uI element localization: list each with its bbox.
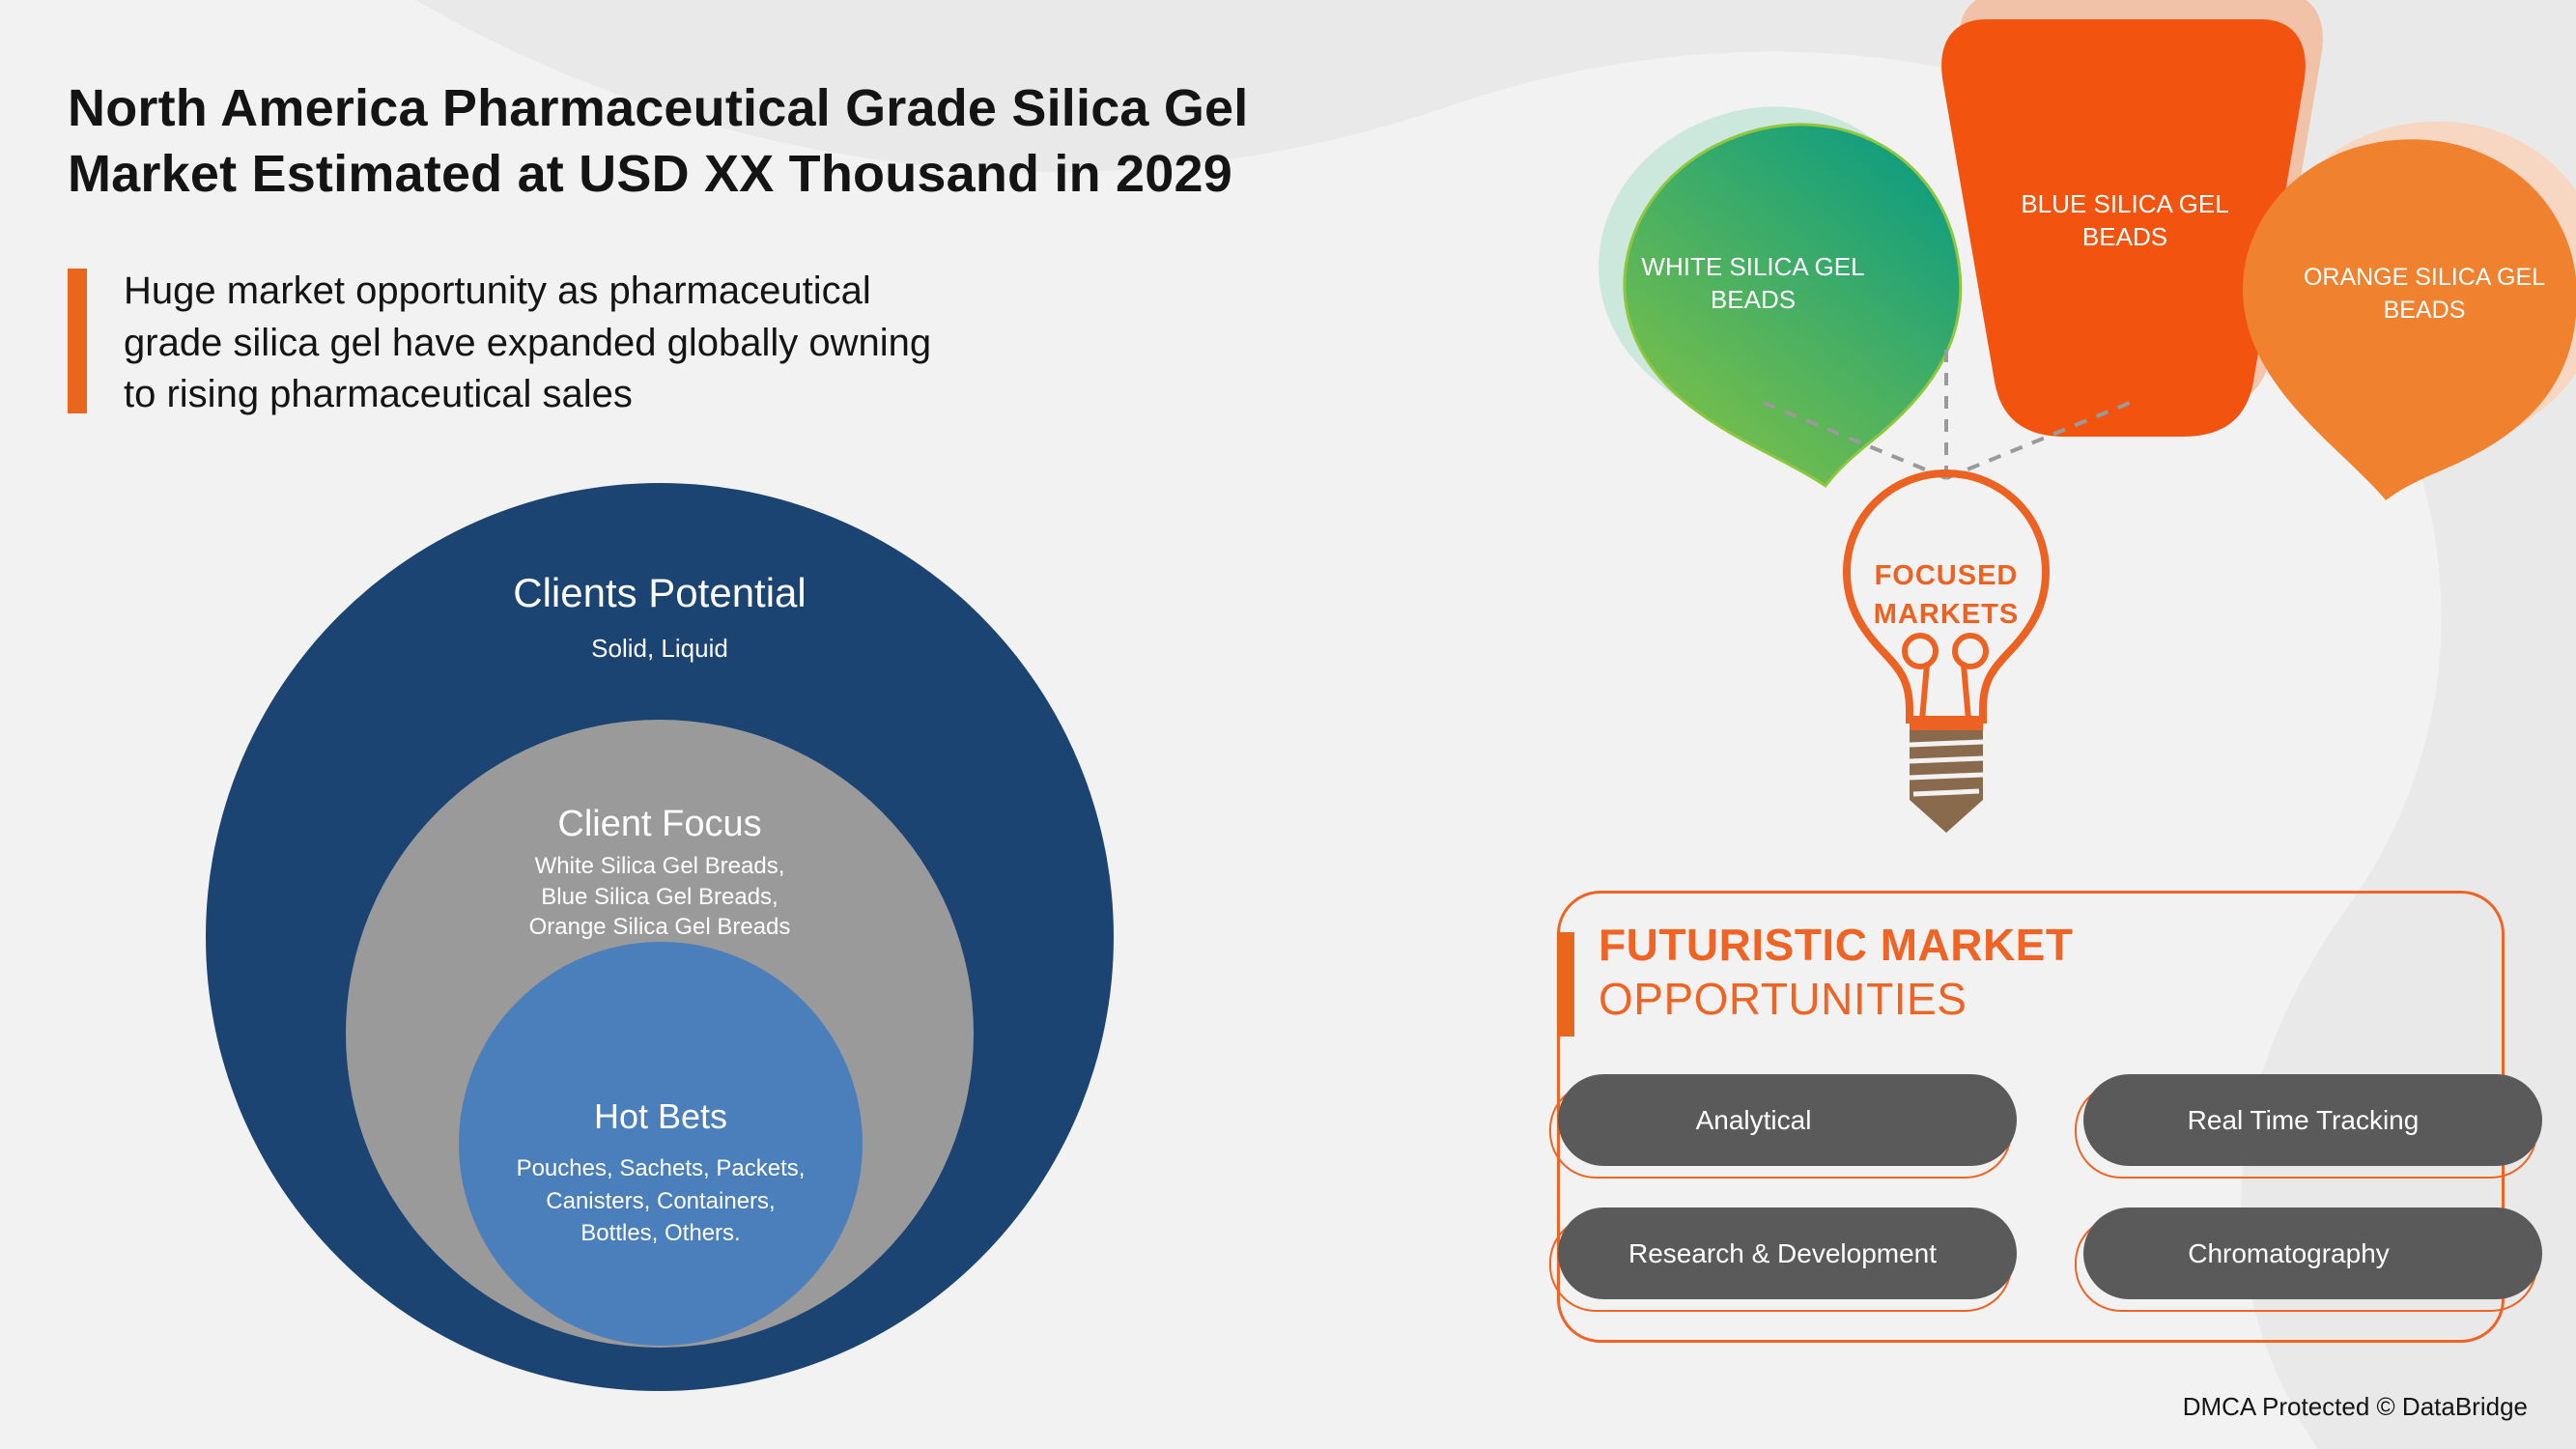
- svg-text:MARKETS: MARKETS: [1874, 599, 2019, 630]
- svg-text:FOCUSED: FOCUSED: [1875, 560, 2019, 591]
